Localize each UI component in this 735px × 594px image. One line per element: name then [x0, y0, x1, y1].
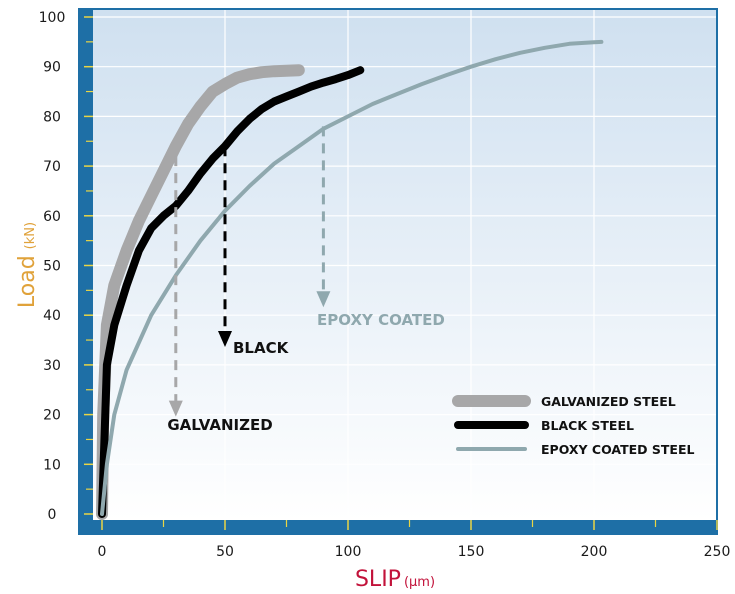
legend: GALVANIZED STEEL BLACK STEEL EPOXY COATED …: [452, 394, 694, 457]
legend-label-0: GALVANIZED STEEL: [541, 394, 676, 409]
axes: 0 10 20 30 40 50 60 70 80 90 100 0 50 100 150 200 250 SLI…: [15, 10, 730, 592]
gridlines: [93, 10, 716, 520]
x-axis-title: SLIP (µm): [355, 567, 435, 592]
series-line-2: [100, 39, 604, 516]
y-tick-label-70: 70: [43, 159, 61, 175]
y-tick-label-10: 10: [43, 457, 61, 473]
y-tick-label-0: 0: [48, 507, 57, 523]
y-tick-label-50: 50: [43, 259, 61, 275]
annotation-label-0: GALVANIZED: [167, 416, 272, 434]
x-tick-label-50: 50: [216, 544, 234, 560]
x-tick-label-250: 250: [704, 544, 731, 560]
annotation-arrowhead-0: [168, 400, 183, 417]
y-tick-label-100: 100: [39, 10, 66, 26]
legend-label-2: EPOXY COATED STEEL: [541, 442, 694, 457]
annotation-arrowhead-1: [218, 331, 232, 348]
x-tick-label-0: 0: [98, 544, 107, 560]
y-tick-label-90: 90: [43, 60, 61, 76]
y-tick-label-40: 40: [43, 308, 61, 324]
y-tick-label-60: 60: [43, 209, 61, 225]
annotation-label-2: EPOXY COATED: [317, 311, 445, 329]
annotation-arrowhead-2: [316, 291, 331, 308]
annotation-label-1: BLACK: [233, 339, 290, 357]
legend-label-1: BLACK STEEL: [541, 418, 634, 433]
annotations: GALVANIZED BLACK EPOXY COATED: [167, 126, 445, 434]
x-tick-label-200: 200: [581, 544, 608, 560]
x-tick-label-150: 150: [458, 544, 485, 560]
y-tick-label-80: 80: [43, 109, 61, 125]
series-line-1: [98, 66, 365, 518]
y-axis-title: Load(kN): [15, 222, 40, 308]
y-tick-label-30: 30: [43, 358, 61, 374]
series-lines: [96, 39, 604, 520]
series-line-0: [96, 64, 305, 520]
y-tick-label-20: 20: [43, 408, 61, 424]
x-tick-label-100: 100: [335, 544, 362, 560]
